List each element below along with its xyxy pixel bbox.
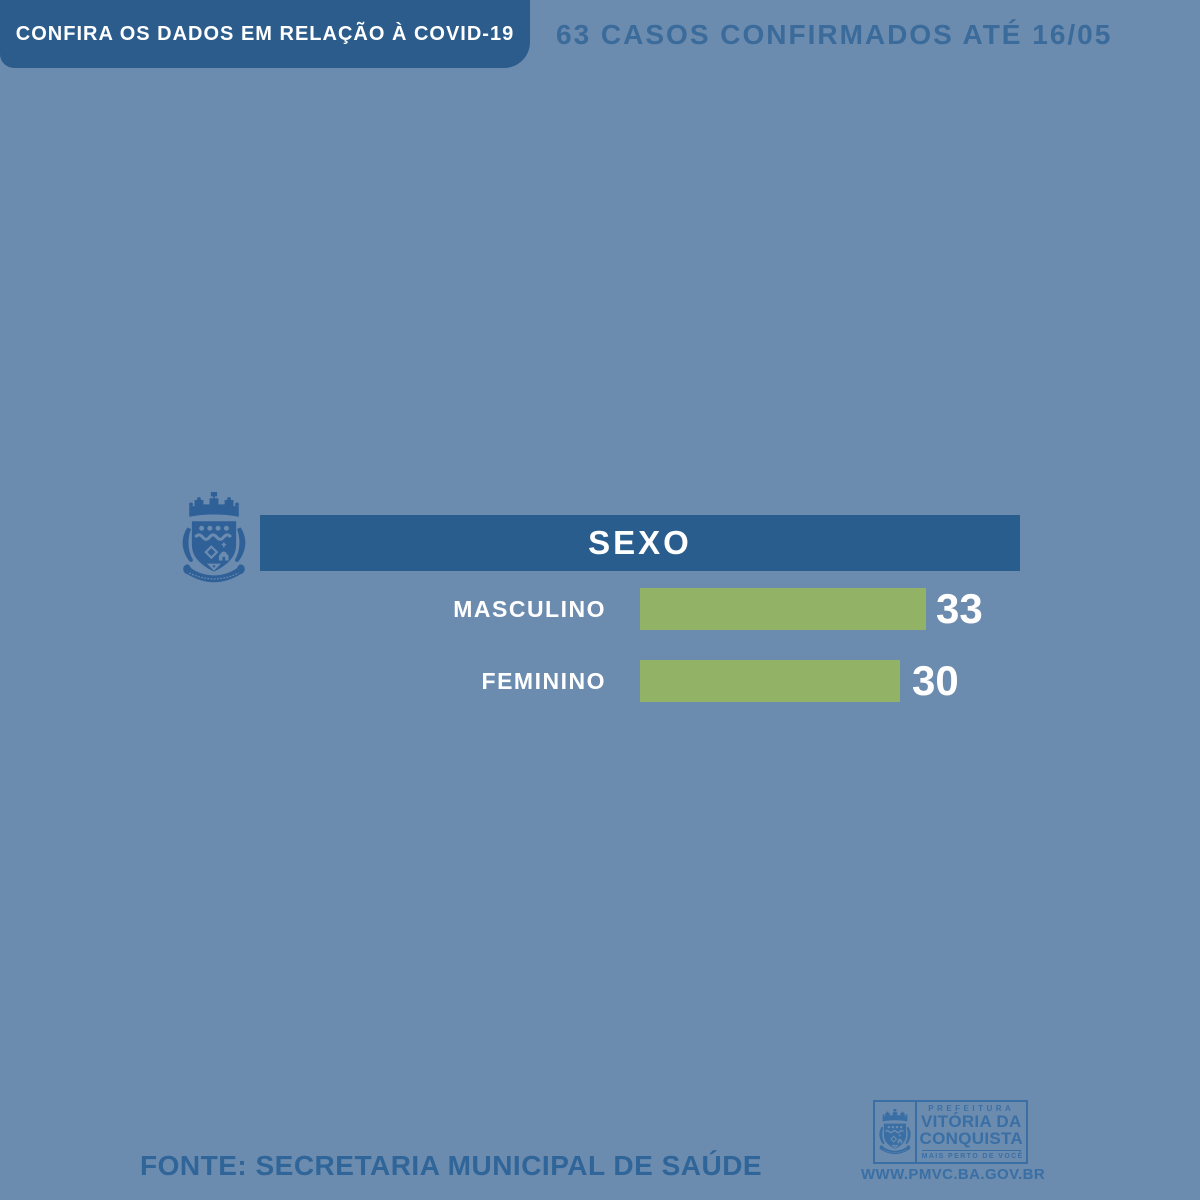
bar-label-masculino: MASCULINO bbox=[453, 596, 606, 622]
logo-city-name-line1: VITÓRIA DA bbox=[920, 1111, 1022, 1131]
cases-summary-text: 63 CASOS CONFIRMADOS ATÉ 16/05 bbox=[556, 19, 1113, 50]
covid-data-banner: CONFIRA OS DADOS EM RELAÇÃO À COVID-19 bbox=[0, 0, 530, 68]
confirmed-cases-heading: 63 CASOS CONFIRMADOS ATÉ 16/05 bbox=[556, 0, 1112, 70]
logo-prefeitura-label: PREFEITURA bbox=[928, 1103, 1015, 1113]
website-url: WWW.PMVC.BA.GOV.BR bbox=[861, 1166, 1046, 1183]
chart-title: SEXO bbox=[588, 524, 692, 561]
logo-text-cell: PREFEITURA VITÓRIA DA CONQUISTA MAIS PER… bbox=[917, 1102, 1026, 1162]
coat-of-arms-icon bbox=[178, 492, 250, 584]
data-source-text: FONTE: SECRETARIA MUNICIPAL DE SAÚDE bbox=[140, 1150, 763, 1181]
logo-crest-cell bbox=[875, 1102, 917, 1162]
banner-label: CONFIRA OS DADOS EM RELAÇÃO À COVID-19 bbox=[15, 22, 515, 45]
chart-title-bar: SEXO bbox=[260, 515, 1020, 571]
bar-value-masculino: 33 bbox=[936, 585, 983, 632]
bar-feminino bbox=[640, 660, 900, 702]
prefeitura-logo: PREFEITURA VITÓRIA DA CONQUISTA MAIS PER… bbox=[873, 1100, 1028, 1164]
logo-tagline: MAIS PERTO DE VOCÊ bbox=[921, 1150, 1022, 1160]
bar-value-feminino: 30 bbox=[912, 657, 959, 704]
logo-city-name-line2: CONQUISTA bbox=[919, 1129, 1023, 1148]
bar-label-feminino: FEMININO bbox=[481, 668, 606, 694]
bar-masculino bbox=[640, 588, 926, 630]
coat-of-arms-small-icon bbox=[877, 1109, 913, 1155]
